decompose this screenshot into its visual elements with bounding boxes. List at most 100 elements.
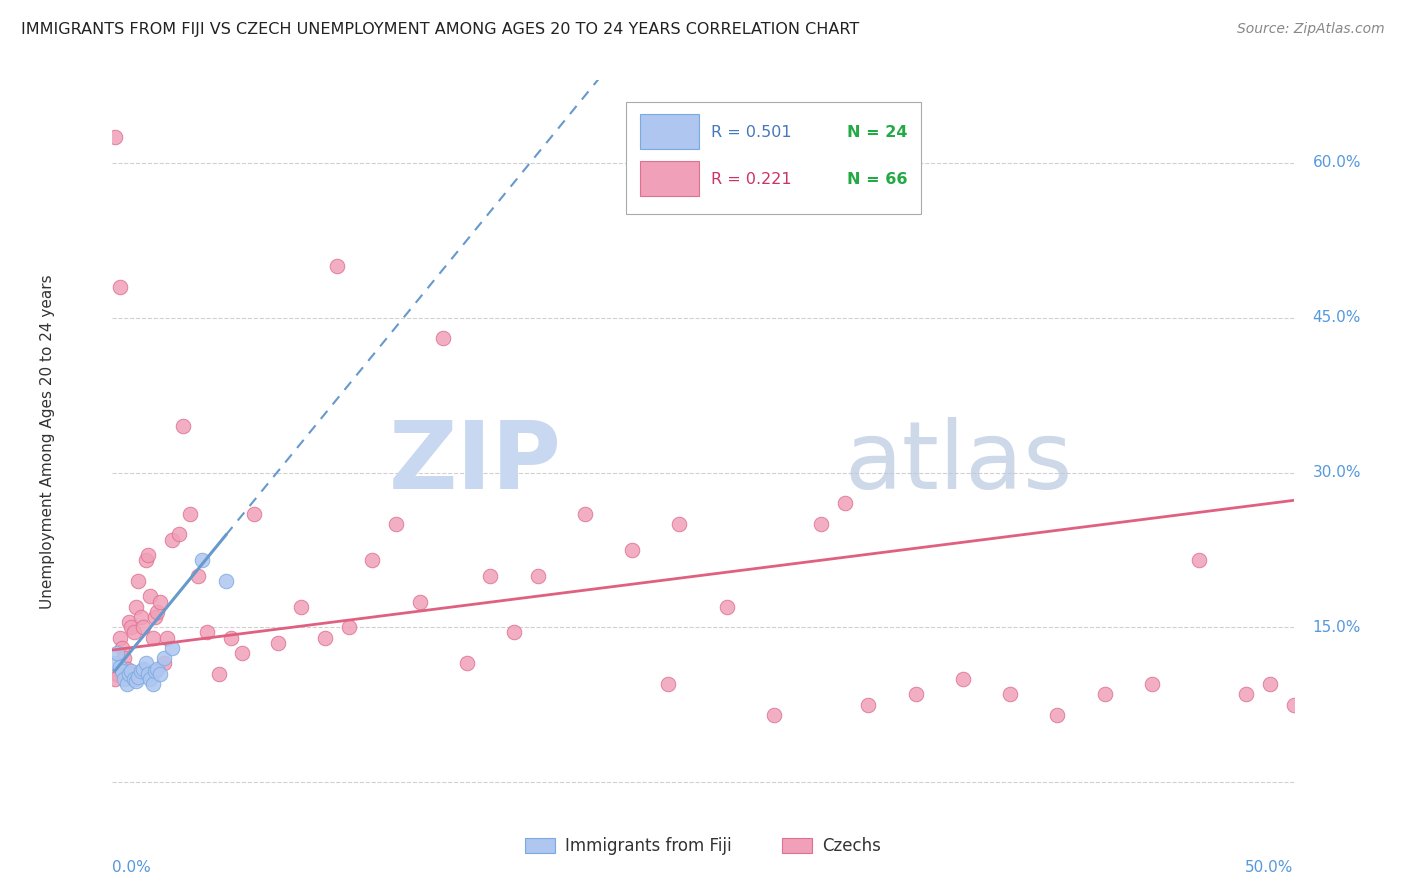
Point [215, 574, 238, 588]
Point [108, 279, 131, 293]
Text: R = 0.501: R = 0.501 [711, 125, 792, 140]
Point [122, 625, 145, 640]
Text: N = 66: N = 66 [846, 172, 908, 187]
Point [111, 640, 134, 655]
Text: IMMIGRANTS FROM FIJI VS CZECH UNEMPLOYMENT AMONG AGES 20 TO 24 YEARS CORRELATION: IMMIGRANTS FROM FIJI VS CZECH UNEMPLOYME… [21, 22, 859, 37]
Point [132, 662, 155, 676]
Point [156, 631, 179, 645]
Point [139, 590, 162, 604]
Point [136, 548, 159, 562]
Point [219, 631, 242, 645]
Legend: Immigrants from Fiji, Czechs: Immigrants from Fiji, Czechs [517, 829, 889, 863]
Point [1282, 698, 1305, 712]
Text: Source: ZipAtlas.com: Source: ZipAtlas.com [1237, 22, 1385, 37]
Point [408, 594, 430, 608]
Point [267, 636, 290, 650]
Point [104, 657, 127, 671]
Point [108, 631, 131, 645]
Point [125, 673, 148, 688]
Point [361, 553, 384, 567]
Point [139, 672, 162, 686]
Point [104, 130, 127, 145]
FancyBboxPatch shape [640, 114, 699, 149]
Point [432, 331, 454, 345]
Text: R = 0.221: R = 0.221 [711, 172, 792, 187]
Point [127, 574, 149, 588]
Point [762, 708, 785, 723]
FancyBboxPatch shape [640, 161, 699, 196]
Point [1094, 687, 1116, 701]
Point [111, 664, 134, 678]
Point [125, 599, 148, 614]
Point [1140, 677, 1163, 691]
Point [858, 698, 880, 712]
Point [810, 517, 832, 532]
Point [142, 677, 165, 691]
Point [118, 666, 141, 681]
Point [129, 664, 152, 678]
Point [179, 507, 201, 521]
Point [668, 517, 690, 532]
Point [112, 651, 135, 665]
Point [243, 507, 266, 521]
Point [149, 666, 172, 681]
Point [998, 687, 1021, 701]
Text: N = 24: N = 24 [846, 125, 908, 140]
Point [904, 687, 927, 701]
Text: 45.0%: 45.0% [1312, 310, 1361, 326]
Point [526, 568, 548, 582]
Point [208, 666, 231, 681]
Point [716, 599, 738, 614]
Point [479, 568, 502, 582]
Point [135, 553, 157, 567]
Point [160, 533, 183, 547]
Text: 60.0%: 60.0% [1312, 155, 1361, 170]
Point [120, 620, 142, 634]
Text: 0.0%: 0.0% [112, 860, 152, 874]
Point [153, 657, 176, 671]
Point [153, 651, 176, 665]
Point [1188, 553, 1211, 567]
Point [186, 568, 208, 582]
Point [195, 625, 218, 640]
Point [129, 610, 152, 624]
Point [149, 594, 172, 608]
Point [135, 657, 157, 671]
Point [657, 677, 679, 691]
Point [115, 677, 138, 691]
Text: ZIP: ZIP [388, 417, 561, 509]
Point [1234, 687, 1257, 701]
Text: Unemployment Among Ages 20 to 24 years: Unemployment Among Ages 20 to 24 years [39, 274, 55, 609]
Point [136, 666, 159, 681]
Point [112, 672, 135, 686]
Point [118, 615, 141, 630]
Text: 50.0%: 50.0% [1246, 860, 1294, 874]
Point [146, 662, 169, 676]
Text: 30.0%: 30.0% [1312, 465, 1361, 480]
Point [337, 620, 360, 634]
Point [326, 259, 349, 273]
Point [834, 496, 856, 510]
Point [314, 631, 336, 645]
Point [160, 640, 183, 655]
Point [108, 659, 131, 673]
FancyBboxPatch shape [626, 102, 921, 214]
Text: atlas: atlas [845, 417, 1073, 509]
Point [105, 666, 128, 681]
Point [503, 625, 526, 640]
Point [105, 646, 128, 660]
Point [146, 605, 169, 619]
Point [952, 672, 974, 686]
Point [191, 553, 214, 567]
Point [127, 670, 149, 684]
Point [167, 527, 190, 541]
Point [385, 517, 408, 532]
Point [621, 542, 644, 557]
Point [143, 610, 166, 624]
Point [132, 620, 155, 634]
Point [231, 646, 253, 660]
Point [456, 657, 478, 671]
Point [574, 507, 596, 521]
Point [104, 672, 127, 686]
Point [1258, 677, 1281, 691]
